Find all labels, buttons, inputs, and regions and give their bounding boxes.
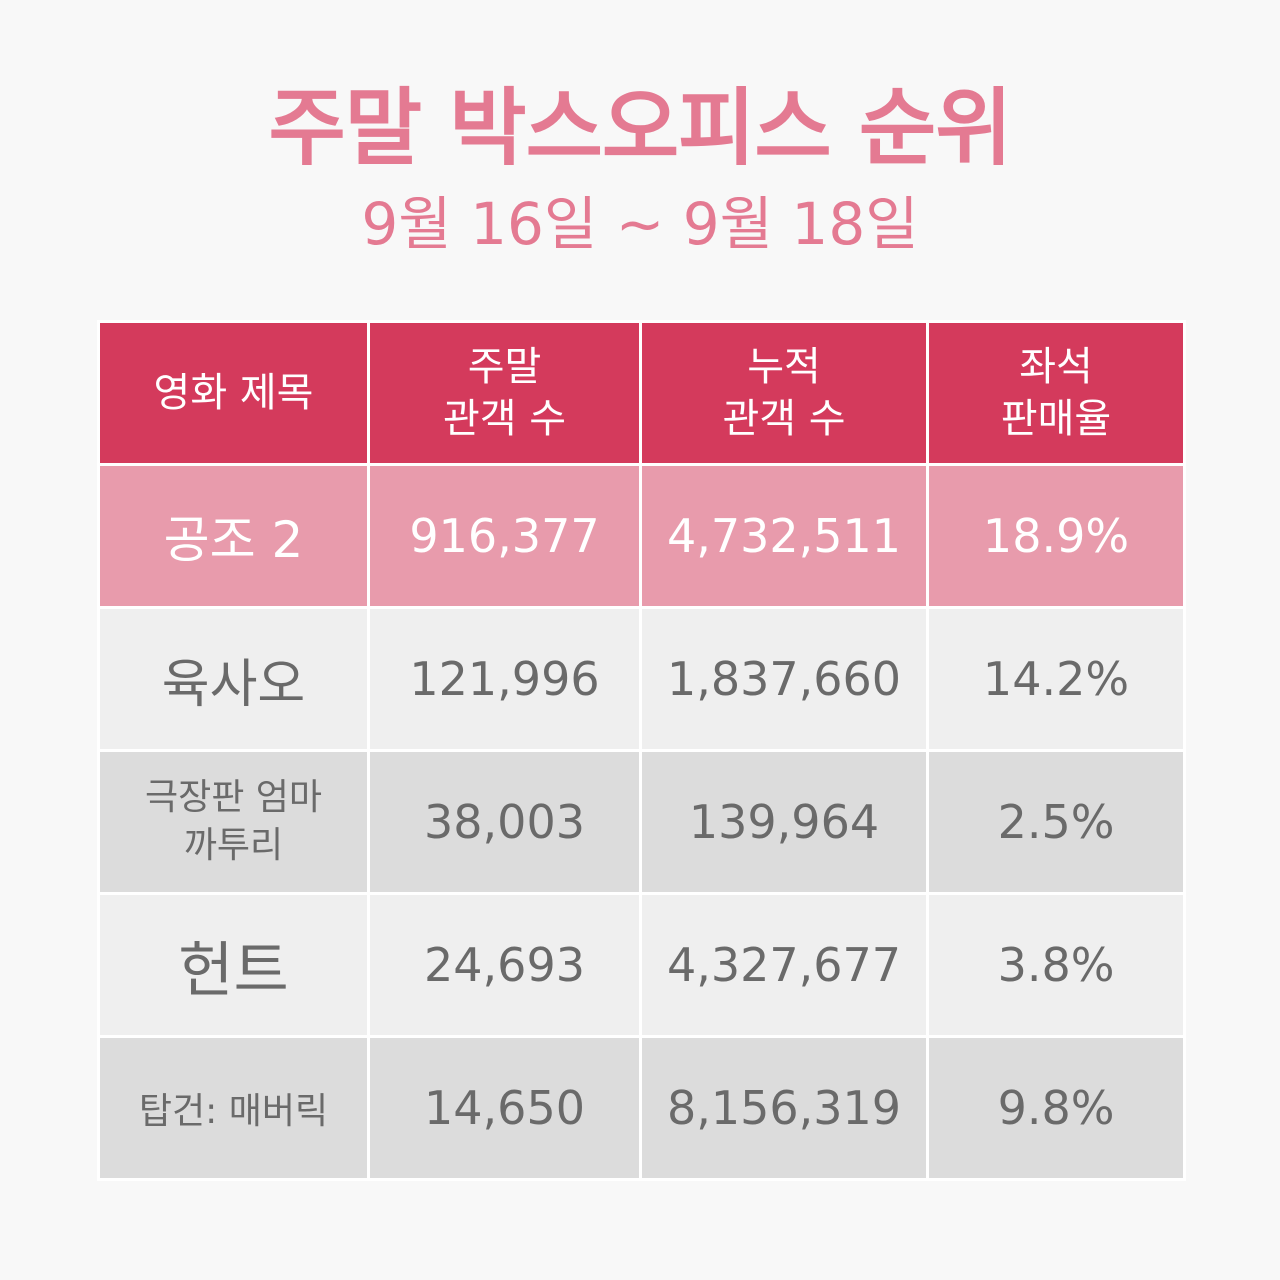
date-range: 9월 16일 ~ 9월 18일 [361,190,919,258]
weekend-audience-cell: 916,377 [367,463,642,609]
header-line: 영화 제목 [153,370,314,416]
movie-title: 공조 2 [163,511,304,569]
movie-title: 극장판 엄마 [144,777,323,818]
seat-rate-cell: 14.2% [926,606,1186,752]
seat-rate-cell: 9.8% [926,1035,1186,1181]
cumulative-audience-cell: 139,964 [639,749,929,895]
cumulative-audience-cell: 1,837,660 [639,606,929,752]
weekend-audience-cell: 14,650 [367,1035,642,1181]
cumulative-audience-cell: 4,327,677 [639,892,929,1038]
table-row: 공조 2 916,377 4,732,511 18.9% [97,463,1186,609]
weekend-audience-cell: 121,996 [367,606,642,752]
header-line: 관객 수 [722,396,846,442]
table-row: 육사오 121,996 1,837,660 14.2% [97,606,1186,752]
movie-title-cell: 공조 2 [97,463,370,609]
page-title: 주말 박스오피스 순위 [268,79,1012,177]
column-header-seat-rate: 좌석 판매율 [926,320,1186,466]
movie-title-cell: 육사오 [97,606,370,752]
cumulative-audience-cell: 4,732,511 [639,463,929,609]
seat-rate-cell: 3.8% [926,892,1186,1038]
movie-title: 헌트 [178,935,289,1006]
header-line: 좌석 [1019,344,1093,390]
seat-rate-cell: 18.9% [926,463,1186,609]
movie-title: 탑건: 매버릭 [138,1091,329,1132]
header-line: 관객 수 [442,396,567,442]
header-line: 주말 [467,344,542,390]
table-row: 극장판 엄마 까투리 38,003 139,964 2.5% [97,749,1186,895]
header-line: 판매율 [1000,396,1112,442]
seat-rate-cell: 2.5% [926,749,1186,895]
cumulative-audience-cell: 8,156,319 [639,1035,929,1181]
movie-title-cell: 헌트 [97,892,370,1038]
weekend-audience-cell: 24,693 [367,892,642,1038]
header-line: 누적 [747,344,821,390]
table-header-row: 영화 제목 주말 관객 수 누적 관객 수 좌석 판매율 [97,320,1186,466]
column-header-weekend: 주말 관객 수 [367,320,642,466]
weekend-audience-cell: 38,003 [367,749,642,895]
movie-title: 까투리 [183,825,284,866]
column-header-title: 영화 제목 [97,320,370,466]
column-header-cumulative: 누적 관객 수 [639,320,929,466]
movie-title-cell: 탑건: 매버릭 [97,1035,370,1181]
movie-title-cell: 극장판 엄마 까투리 [97,749,370,895]
table-row: 탑건: 매버릭 14,650 8,156,319 9.8% [97,1035,1186,1181]
box-office-table: 영화 제목 주말 관객 수 누적 관객 수 좌석 판매율 공조 2 916,37… [97,320,1186,1181]
table-row: 헌트 24,693 4,327,677 3.8% [97,892,1186,1038]
movie-title: 육사오 [161,654,306,715]
